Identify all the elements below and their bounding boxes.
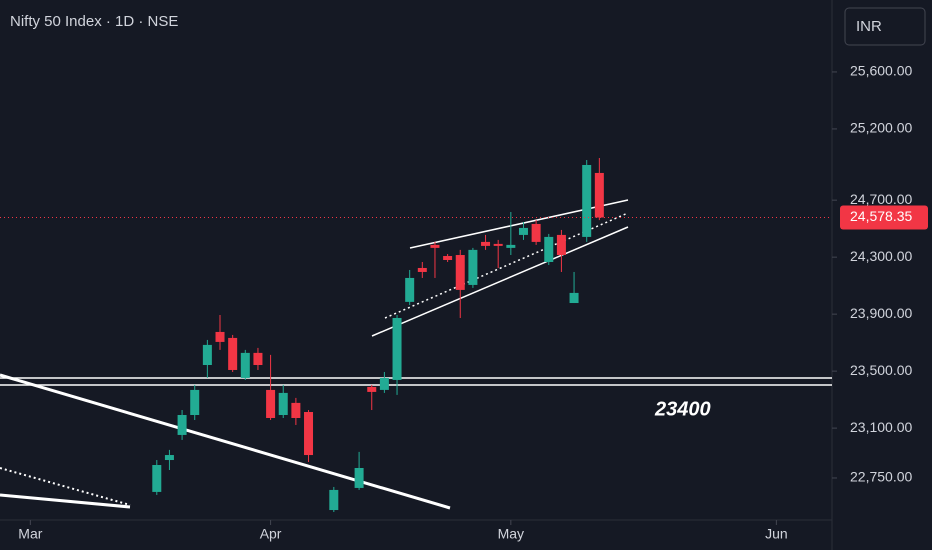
candle-body [266, 389, 276, 418]
candle-body [215, 331, 225, 342]
y-tick-label: 24,700.00 [850, 191, 912, 207]
candle-body [569, 292, 579, 304]
trend-line [0, 493, 131, 509]
channel-upper [409, 199, 629, 249]
candle-body [405, 277, 415, 302]
x-tick-label: Jun [765, 526, 788, 542]
currency-label[interactable]: INR [856, 18, 882, 35]
y-tick-label: 25,600.00 [850, 63, 912, 79]
candle-body [164, 455, 174, 461]
candle-body [152, 465, 162, 492]
candle-body [531, 223, 541, 242]
candle-body [304, 412, 314, 456]
candle-body [493, 243, 503, 246]
chart-title: Nifty 50 Index · 1D · NSE [10, 13, 178, 30]
plot-area [0, 157, 832, 513]
last-price-box [840, 205, 928, 230]
y-tick-label: 24,300.00 [850, 248, 912, 264]
candle-body [468, 249, 478, 285]
candle-body [367, 386, 377, 392]
y-tick-label: 23,500.00 [850, 362, 912, 378]
candle-body [291, 402, 301, 418]
candle-body [379, 377, 389, 390]
candle-body [392, 317, 402, 380]
candle-body [354, 468, 364, 488]
candle-body [582, 164, 592, 237]
candle-body [518, 227, 528, 235]
candle-body [506, 244, 516, 248]
candle-body [594, 172, 604, 218]
candle-body [481, 241, 491, 246]
y-tick-label: 25,200.00 [850, 120, 912, 136]
candle-body [253, 352, 263, 365]
y-tick-label: 23,900.00 [850, 305, 912, 321]
candle-body [177, 415, 187, 435]
currency-button[interactable] [844, 7, 926, 46]
candle-body [190, 389, 200, 416]
candle-body [329, 489, 339, 511]
candle-body [278, 392, 288, 416]
candle-body [417, 267, 427, 272]
candle-body [556, 234, 566, 256]
last-price-label: 24,578.35 [850, 208, 912, 224]
candle-body [443, 256, 453, 260]
support-zone [0, 377, 832, 386]
candle-body [544, 236, 554, 262]
x-tick-label: Mar [18, 526, 42, 542]
annotation: 23400 [654, 398, 711, 420]
candle-body [455, 255, 465, 290]
y-tick-label: 22,750.00 [850, 469, 912, 485]
candle-body [202, 344, 212, 365]
candle-body [240, 352, 250, 378]
x-tick-label: May [498, 526, 524, 542]
x-tick-label: Apr [260, 526, 282, 542]
y-tick-label: 23,100.00 [850, 419, 912, 435]
channel-lower [371, 226, 629, 337]
candle-body [430, 244, 440, 248]
trend-line [0, 373, 451, 510]
candle-body [228, 337, 238, 370]
